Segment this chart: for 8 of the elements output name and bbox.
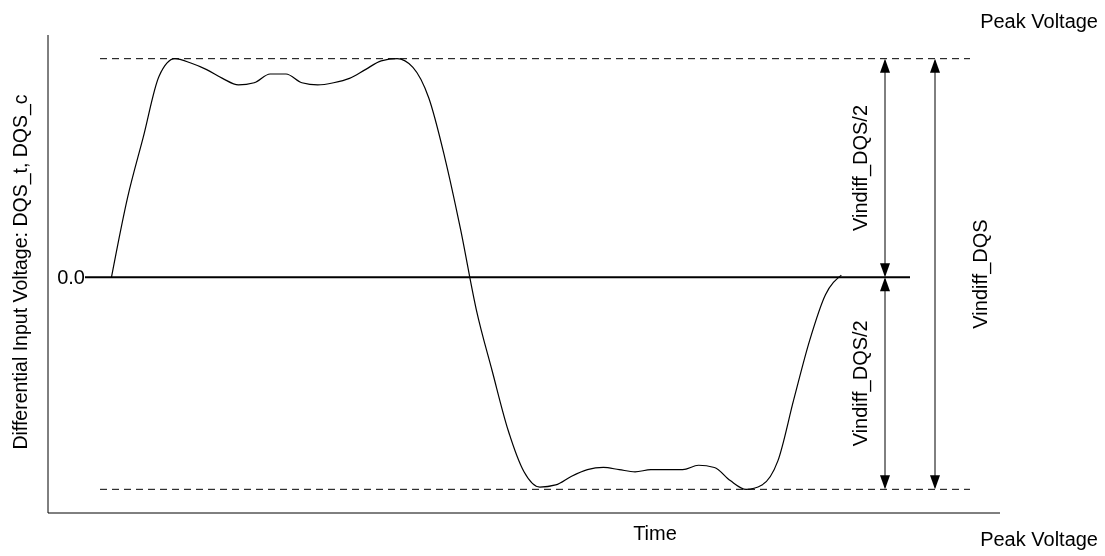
ref-line-label: Peak Voltage xyxy=(980,528,1098,550)
y-axis-title: Differential Input Voltage: DQS_t, DQS_c xyxy=(9,94,32,450)
annotation: Vindiff_DQS/2 xyxy=(849,104,872,231)
x-axis-title: Time xyxy=(633,522,677,544)
annotation: Vindiff_DQS/2 xyxy=(849,320,872,447)
ref-line-label: 0.0 xyxy=(57,266,85,289)
annotation: Vindiff_DQS xyxy=(969,219,992,329)
ref-line-label: Peak Voltage xyxy=(980,10,1098,32)
